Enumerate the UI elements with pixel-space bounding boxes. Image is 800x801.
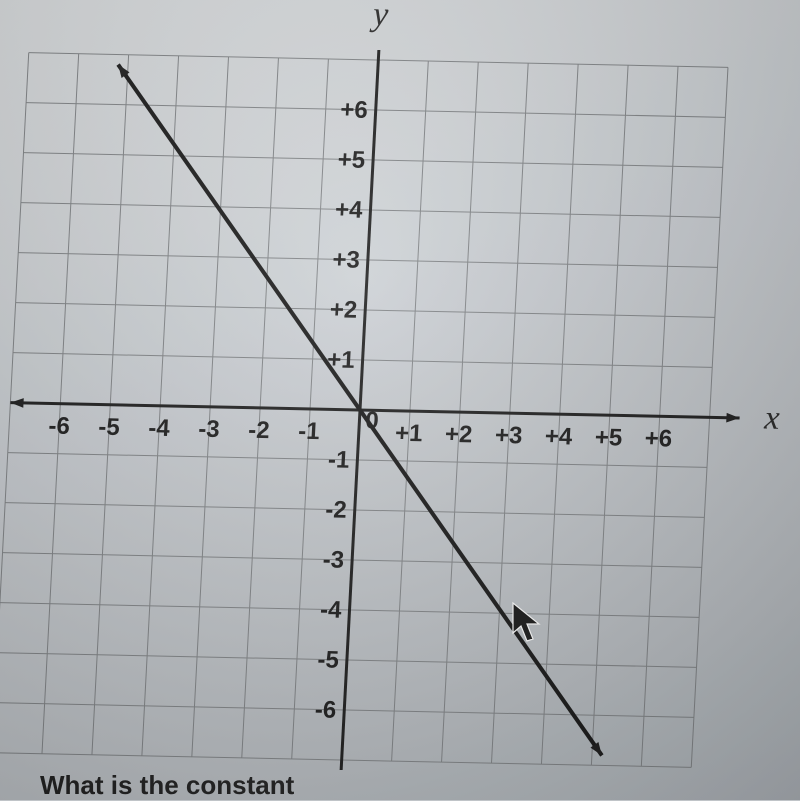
- chart-container: -6-5-4-3-2-10+1+2+3+4+5+6+1+2+3+4+5+6-1-…: [0, 0, 800, 800]
- svg-text:+6: +6: [340, 96, 369, 124]
- svg-text:+4: +4: [334, 196, 363, 224]
- svg-text:-6: -6: [48, 412, 71, 439]
- svg-text:+5: +5: [594, 424, 623, 452]
- svg-text:-4: -4: [148, 415, 171, 442]
- svg-text:+1: +1: [394, 420, 423, 448]
- coordinate-grid-chart: -6-5-4-3-2-10+1+2+3+4+5+6+1+2+3+4+5+6-1-…: [0, 0, 800, 800]
- svg-text:+4: +4: [544, 423, 573, 451]
- svg-text:+2: +2: [444, 421, 473, 449]
- svg-text:+6: +6: [644, 425, 673, 453]
- svg-text:-1: -1: [327, 446, 350, 473]
- svg-text:+3: +3: [494, 422, 523, 450]
- svg-text:-2: -2: [325, 496, 348, 523]
- svg-text:-2: -2: [248, 417, 271, 444]
- svg-text:-4: -4: [319, 596, 342, 623]
- svg-text:+2: +2: [329, 296, 358, 324]
- svg-text:y: y: [369, 0, 390, 33]
- svg-text:-6: -6: [314, 696, 337, 723]
- svg-text:-3: -3: [322, 546, 345, 573]
- question-caption: What is the constant: [40, 770, 294, 801]
- svg-text:-1: -1: [298, 418, 321, 445]
- svg-text:-5: -5: [98, 414, 121, 441]
- svg-text:+3: +3: [332, 246, 361, 274]
- svg-text:-5: -5: [317, 646, 340, 673]
- svg-text:-3: -3: [198, 416, 221, 443]
- svg-text:+5: +5: [337, 146, 366, 174]
- svg-text:x: x: [763, 399, 781, 436]
